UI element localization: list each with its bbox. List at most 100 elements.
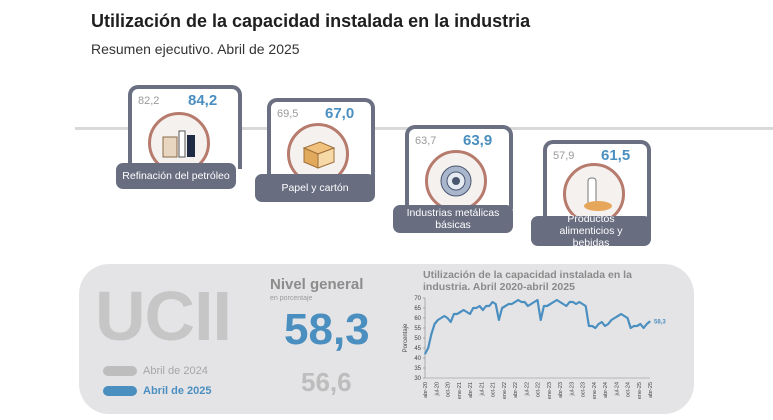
x-tick-label: ene-24 <box>592 382 598 399</box>
sector-current-value: 63,9 <box>463 132 493 149</box>
x-tick-label: oct-20 <box>446 382 452 397</box>
x-tick-label: ene-23 <box>547 382 553 399</box>
data-point <box>546 305 548 307</box>
data-point <box>623 315 625 317</box>
data-point <box>630 327 632 329</box>
data-point <box>636 325 638 327</box>
legend-swatch-2024 <box>103 366 137 376</box>
x-tick-label: jul-21 <box>479 382 485 396</box>
x-tick-label: abr-21 <box>468 382 474 398</box>
data-point <box>530 303 532 305</box>
data-point <box>597 323 600 325</box>
sector-label: Papel y cartón <box>255 174 375 202</box>
data-point <box>559 301 561 303</box>
x-tick-label: oct-22 <box>536 382 542 397</box>
food-beverage-icon <box>563 163 625 225</box>
data-point <box>424 353 426 355</box>
data-point <box>427 347 429 349</box>
data-point <box>482 309 484 311</box>
data-point <box>527 305 529 307</box>
data-point <box>610 319 613 321</box>
data-point <box>517 299 519 301</box>
y-tick-label: 70 <box>414 296 421 302</box>
x-tick-label: jul-22 <box>524 382 530 396</box>
data-point <box>450 321 452 323</box>
x-tick-label: abr-22 <box>513 382 519 398</box>
y-tick-label: 30 <box>414 376 421 382</box>
data-point <box>498 319 500 321</box>
data-point <box>540 319 542 321</box>
page-title: Utilización de la capacidad instalada en… <box>91 11 531 31</box>
data-point <box>501 307 503 309</box>
series-line <box>424 298 651 355</box>
data-point <box>572 301 574 303</box>
x-tick-label: oct-23 <box>581 382 587 397</box>
data-point <box>536 299 539 301</box>
chart-title: Utilización de la capacidad instalada en… <box>423 269 632 293</box>
data-point <box>620 313 622 315</box>
data-point <box>485 305 487 307</box>
data-point <box>588 325 590 327</box>
data-point <box>552 301 555 303</box>
data-point <box>626 317 629 319</box>
x-tick-label: abr-23 <box>558 382 564 398</box>
data-point <box>562 303 564 305</box>
sector-label: Refinación del petróleo <box>116 163 236 189</box>
summary-panel <box>79 264 694 414</box>
ucii-acronym: UCII <box>95 277 232 355</box>
data-point <box>507 303 510 305</box>
x-tick-label: jul-24 <box>614 382 620 396</box>
data-point <box>565 305 568 307</box>
ucii-line-chart: 30 35 40 45 50 55 60 65 70 Porcentaje abr-20 jul-20… <box>403 296 666 399</box>
data-point <box>488 305 490 307</box>
data-point <box>585 305 587 307</box>
data-point <box>591 325 593 327</box>
data-point <box>446 317 449 319</box>
y-tick-label: 35 <box>414 366 421 372</box>
data-point <box>543 305 545 307</box>
y-tick-label: 60 <box>414 316 421 322</box>
y-axis-label: Porcentaje <box>403 323 409 352</box>
data-point <box>556 299 558 301</box>
data-point <box>642 327 645 329</box>
level-title: Nivel general <box>270 276 364 293</box>
data-point <box>594 327 596 329</box>
y-tick-label: 55 <box>414 326 421 332</box>
data-point <box>575 303 577 305</box>
x-tick-label: jul-20 <box>434 382 440 396</box>
data-point <box>469 313 471 315</box>
data-point <box>495 303 497 305</box>
data-point <box>633 325 635 327</box>
data-point <box>646 323 648 325</box>
data-point <box>504 305 506 307</box>
data-point <box>437 319 439 321</box>
sector-current-value: 84,2 <box>188 92 218 109</box>
data-point <box>614 317 616 319</box>
data-point <box>569 301 571 303</box>
sector-previous-value: 57,9 <box>553 150 575 162</box>
data-point <box>453 313 455 315</box>
x-tick-label: ene-25 <box>637 382 643 399</box>
page-subtitle: Resumen ejecutivo. Abril de 2025 <box>91 41 300 57</box>
metal-coil-icon <box>425 150 487 212</box>
data-point <box>514 301 516 303</box>
data-point <box>581 303 584 305</box>
data-point <box>511 303 513 305</box>
data-point <box>520 301 523 303</box>
y-tick-label: 40 <box>414 356 421 362</box>
data-point <box>617 315 619 317</box>
data-point <box>578 301 580 303</box>
y-tick-label: 65 <box>414 306 421 312</box>
data-point <box>479 305 481 307</box>
legend-swatch-2025 <box>103 386 137 396</box>
x-tick-label: abr-25 <box>648 382 654 398</box>
data-point <box>604 325 606 327</box>
data-point <box>434 323 436 325</box>
sector-current-value: 61,5 <box>601 147 631 164</box>
data-point <box>601 321 603 323</box>
data-point <box>443 315 445 317</box>
y-tick-label: 50 <box>414 336 421 342</box>
level-unit: en porcentaje <box>270 295 313 302</box>
end-value-label: 58,3 <box>654 319 666 325</box>
data-point <box>459 311 461 313</box>
